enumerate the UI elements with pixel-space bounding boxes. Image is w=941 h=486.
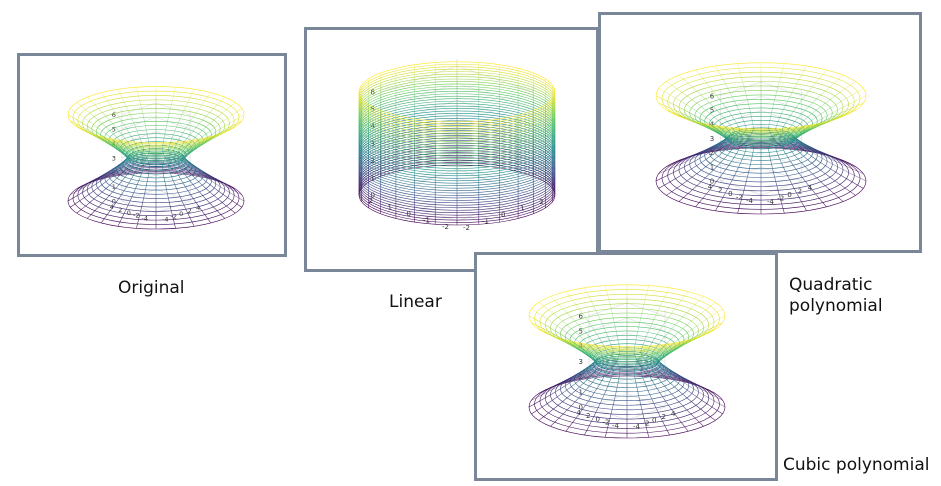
- y-tick-label: 2: [368, 197, 372, 205]
- panel-cubic: 0 1 2 3 4 5 6 4 2 0 -2 -4 -4 -2 0 2 4: [474, 252, 778, 481]
- surface-mesh: [655, 62, 867, 215]
- y-tick-label: 0: [596, 415, 600, 423]
- panel-quadratic: 0 1 2 3 4 5 6 4 2 0 -2 -4 -4 -2 0 2 4: [598, 12, 922, 253]
- caption-quadratic-line2: polynomial: [789, 296, 883, 316]
- y-tick-label: -2: [133, 212, 139, 220]
- z-tick-label: 5: [112, 126, 116, 134]
- x-tick-label: -2: [643, 420, 650, 428]
- x-tick-label: -2: [171, 213, 177, 221]
- y-tick-label: 2: [118, 206, 122, 214]
- z-tick-label: 4: [710, 121, 715, 129]
- x-tick-label: 1: [520, 204, 524, 212]
- y-tick-label: 2: [718, 186, 722, 194]
- surface-mesh: [528, 284, 726, 439]
- y-tick-label: -4: [142, 215, 148, 223]
- z-tick-label: 3: [710, 135, 714, 143]
- x-tick-label: 0: [652, 416, 656, 424]
- z-tick-label: 5: [710, 107, 714, 115]
- y-tick-label: 2: [586, 412, 590, 420]
- surface-mesh: [358, 61, 556, 226]
- z-tick-label: 6: [578, 312, 583, 320]
- x-tick-label: 2: [539, 198, 543, 206]
- x-tick-label: 0: [179, 210, 183, 218]
- y-tick-label: 4: [576, 409, 581, 417]
- x-tick-label: 0: [501, 211, 505, 219]
- x-tick-label: -2: [777, 194, 784, 202]
- z-tick-label: 3: [578, 358, 582, 366]
- x-tick-label: -2: [463, 224, 470, 232]
- x-tick-label: -4: [162, 216, 168, 224]
- caption-quadratic: Quadratic polynomial: [789, 275, 889, 317]
- caption-linear: Linear: [389, 292, 442, 312]
- z-tick-label: 0: [710, 178, 714, 186]
- caption-original: Original: [118, 278, 185, 298]
- x-tick-label: 4: [808, 184, 813, 192]
- x-tick-label: -4: [767, 198, 775, 206]
- y-tick-label: 4: [708, 183, 713, 191]
- x-tick-label: 2: [798, 187, 802, 195]
- x-tick-label: 4: [196, 204, 200, 212]
- y-tick-label: -4: [746, 197, 754, 205]
- z-tick-label: 1: [710, 163, 714, 171]
- x-tick-label: 2: [188, 207, 192, 215]
- z-tick-label: 0: [112, 198, 116, 206]
- x-tick-label: 0: [787, 191, 791, 199]
- surface-mesh: [67, 86, 245, 230]
- z-tick-label: 4: [578, 343, 583, 351]
- z-tick-label: 3: [112, 154, 116, 162]
- z-tick-label: 1: [578, 388, 582, 396]
- y-tick-label: -4: [612, 422, 620, 430]
- y-tick-label: -1: [423, 216, 430, 224]
- z-tick-label: 2: [710, 149, 714, 157]
- z-tick-label: 2: [578, 373, 582, 381]
- y-tick-label: -2: [442, 223, 449, 231]
- z-tick-label: 2: [112, 169, 116, 177]
- x-tick-label: 2: [662, 413, 666, 421]
- caption-quadratic-line1: Quadratic: [789, 275, 873, 295]
- z-tick-label: 5: [578, 328, 582, 336]
- y-tick-label: 4: [110, 203, 114, 211]
- y-tick-label: -2: [736, 193, 743, 201]
- y-tick-label: 0: [127, 209, 131, 217]
- z-tick-label: 0: [578, 404, 582, 412]
- y-tick-label: 1: [387, 203, 391, 211]
- x-tick-label: -4: [633, 423, 641, 431]
- z-tick-label: 6: [112, 111, 116, 119]
- panel-linear: 0 1 2 3 4 5 6 2 1 0 -1 -2 -2 -1 0 1 2: [304, 27, 599, 272]
- caption-cubic: Cubic polynomial: [783, 455, 930, 475]
- z-tick-label: 6: [370, 88, 375, 96]
